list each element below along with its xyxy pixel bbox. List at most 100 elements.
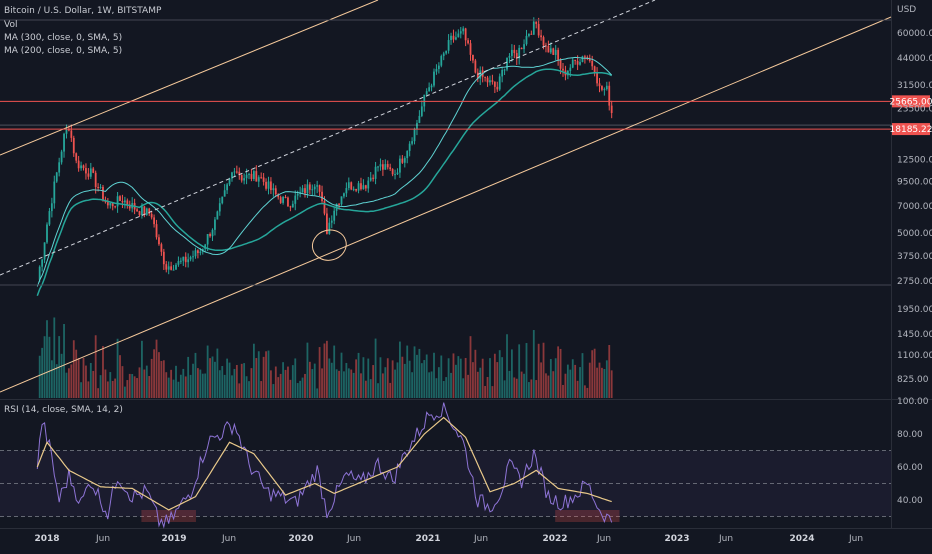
candle-body <box>43 242 46 260</box>
candle-body <box>53 181 56 204</box>
volume-bar <box>265 351 267 398</box>
volume-bar <box>525 343 528 398</box>
volume-bar <box>384 367 387 398</box>
volume-bar <box>450 372 452 398</box>
candle-body <box>330 220 333 223</box>
candle-body <box>394 174 396 176</box>
volume-bar <box>423 360 426 398</box>
time-axis-tick: 2021 <box>415 534 440 544</box>
candle-body <box>197 250 199 254</box>
volume-bar <box>167 377 170 398</box>
rsi-axis-tick: 60.00 <box>897 463 923 473</box>
candle-body <box>60 151 63 163</box>
volume-bar <box>114 378 117 398</box>
volume-bar <box>153 349 155 398</box>
candle-body <box>291 203 294 208</box>
volume-bar <box>243 363 246 398</box>
volume-bar <box>160 360 163 398</box>
volume-bar <box>484 385 487 398</box>
volume-bar <box>367 358 370 398</box>
candle-body <box>121 201 124 203</box>
volume-bar <box>72 340 75 398</box>
candle-body <box>238 171 241 176</box>
volume-bar <box>377 383 379 398</box>
volume-bar <box>413 346 416 398</box>
volume-bar <box>308 361 311 398</box>
candle-body <box>347 182 350 189</box>
volume-bar <box>452 353 455 398</box>
volume-bar <box>559 348 562 398</box>
volume-bar <box>123 386 126 398</box>
volume-bar <box>211 356 214 398</box>
volume-bar <box>116 338 119 398</box>
candle-body <box>77 160 80 169</box>
volume-bar <box>221 366 224 398</box>
candle-body <box>520 47 523 50</box>
volume-bar <box>85 365 87 398</box>
candle-body <box>75 153 78 161</box>
candle-body <box>525 35 528 45</box>
candle-body <box>211 229 214 237</box>
volume-bar <box>586 387 589 398</box>
candle-body <box>233 171 236 173</box>
candle-body <box>304 188 306 194</box>
volume-bar <box>486 376 489 398</box>
candle-body <box>318 185 321 192</box>
candle-body <box>547 45 550 53</box>
candle-body <box>413 128 416 142</box>
candle-body <box>102 186 104 201</box>
candle-body <box>214 219 216 230</box>
candle-body <box>194 250 197 257</box>
candle-body <box>308 184 311 190</box>
volume-bar <box>109 372 112 398</box>
volume-bar <box>102 346 104 398</box>
time-axis-tick: Jun <box>221 534 236 544</box>
volume-bar <box>216 348 219 398</box>
price-axis-tick: 2750.00 <box>897 277 932 287</box>
price-tag-bg <box>892 123 930 136</box>
chart-title: Bitcoin / U.S. Dollar, 1W, BITSTAMP <box>4 6 162 16</box>
volume-bar <box>562 384 564 398</box>
volume-bar <box>179 374 182 398</box>
volume-bar <box>304 373 306 398</box>
candle-body <box>435 69 438 72</box>
volume-bar <box>540 362 542 398</box>
candle-body <box>493 81 496 87</box>
candle-body <box>82 165 85 169</box>
price-axis-tick: 7000.00 <box>897 202 932 212</box>
candle-body <box>576 60 579 65</box>
volume-bar <box>389 382 392 398</box>
legend-rsi: RSI (14, close, SMA, 14, 2) <box>4 405 123 415</box>
candle-body <box>372 177 375 179</box>
candle-body <box>333 210 336 221</box>
candle-body <box>452 35 455 40</box>
volume-bar <box>518 344 521 398</box>
candle-body <box>141 206 143 216</box>
candle-body <box>338 203 340 205</box>
price-axis-tick: 60000.00 <box>897 29 932 39</box>
candle-body <box>94 172 97 187</box>
candle-body <box>199 251 202 254</box>
candle-body <box>265 181 267 189</box>
volume-bar <box>603 368 606 398</box>
legend-ma200: MA (200, close, 0, SMA, 5) <box>4 46 123 56</box>
volume-bar <box>145 365 148 398</box>
volume-bar <box>418 348 421 398</box>
candle-body <box>535 21 538 24</box>
candle-body <box>433 71 435 86</box>
volume-bar <box>335 369 338 398</box>
volume-bar <box>435 378 438 398</box>
candle-body <box>467 40 469 44</box>
volume-bar <box>321 368 323 398</box>
candle-body <box>445 50 448 54</box>
volume-bar <box>455 364 457 398</box>
candle-body <box>442 53 445 57</box>
candle-body <box>243 178 246 181</box>
volume-bar <box>467 374 469 398</box>
volume-bar <box>566 364 569 398</box>
volume-bar <box>347 368 350 398</box>
volume-bar <box>537 343 540 398</box>
time-axis-tick: 2018 <box>34 534 59 544</box>
candle-body <box>384 164 387 170</box>
rsi-line <box>36 402 613 529</box>
